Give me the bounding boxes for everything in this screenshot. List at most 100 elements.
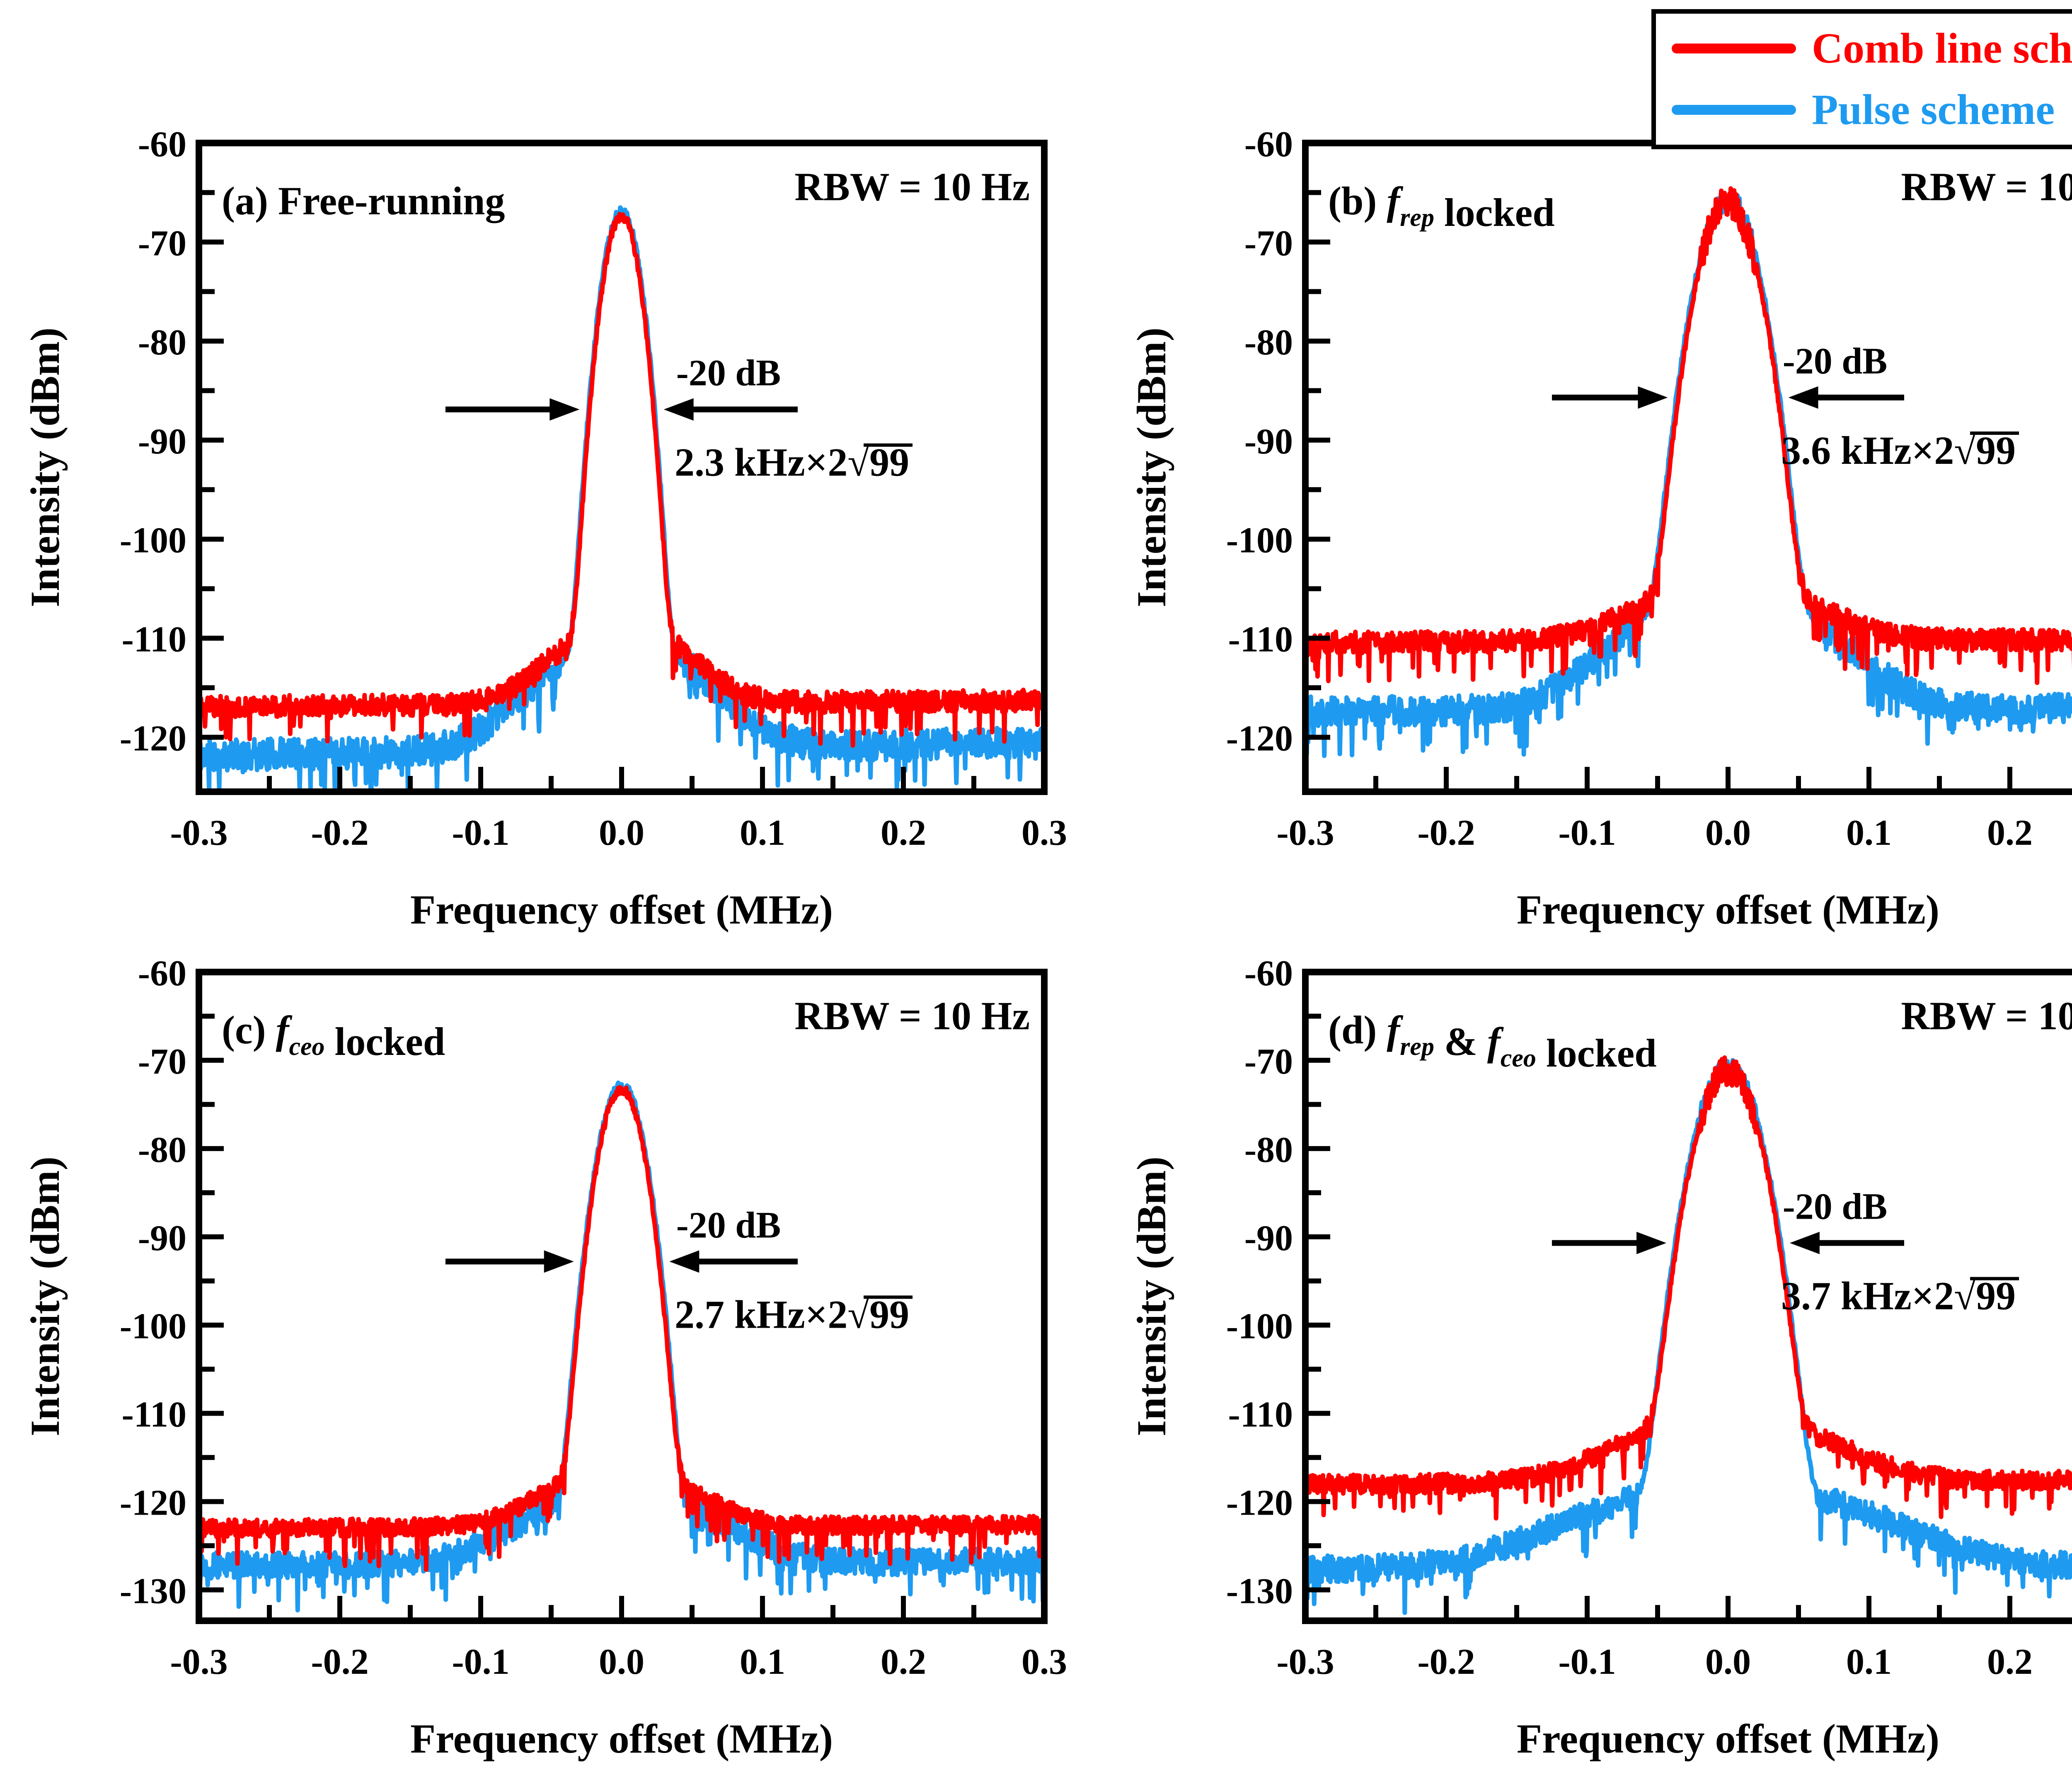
y-tick-label: -80 <box>1244 322 1293 363</box>
y-tick-label: -90 <box>1244 422 1293 462</box>
y-tick-label: -70 <box>138 1042 186 1082</box>
y-tick-label: -90 <box>138 1218 186 1258</box>
left-arrow-icon-head <box>549 398 580 421</box>
trace-comb-line-scheme <box>196 212 1047 748</box>
panel-c: -0.3 -0.2 -0.1 0.0 0.1 0.2 0.3 Frequency offset… <box>22 953 1067 1762</box>
right-arrow-icon-head <box>663 398 694 421</box>
plot-frame <box>1302 969 2072 1624</box>
right-arrow-icon-head <box>1788 386 1818 409</box>
x-tick-label: 0.1 <box>1846 813 1892 853</box>
x-axis-label: Frequency offset (MHz) <box>1517 1716 1939 1762</box>
left-arrow-icon-head <box>544 1250 574 1273</box>
drop-level-label: -20 dB <box>1783 1186 1888 1227</box>
panel-title: (b) frep locked <box>1328 179 1555 235</box>
width-value-label: 3.7 kHz×2√99 <box>1781 1274 2016 1318</box>
trace-comb-line-scheme <box>196 1085 1047 1572</box>
y-tick-label: -100 <box>120 1307 186 1347</box>
x-axis-label: Frequency offset (MHz) <box>410 887 833 933</box>
x-tick-label: 0.0 <box>599 813 644 853</box>
y-axis-label: Intensity (dBm) <box>1128 327 1174 607</box>
x-tick-label: -0.1 <box>452 813 509 853</box>
width-annotation: -20 dB 3.7 kHz×2√99 <box>1552 1186 2019 1318</box>
y-axis-label: Intensity (dBm) <box>22 327 68 607</box>
width-value-label: 2.7 kHz×2√99 <box>675 1292 909 1336</box>
panel-a: -0.3 -0.2 -0.1 0.0 0.1 0.2 0.3 Frequency offset… <box>22 124 1067 933</box>
y-tick-label: -60 <box>138 124 186 165</box>
left-arrow-icon-head <box>1636 1232 1667 1254</box>
y-tick-label: -120 <box>120 719 186 759</box>
y-axis-label: Intensity (dBm) <box>1128 1156 1174 1436</box>
x-tick-label: 0.1 <box>1846 1642 1892 1682</box>
y-tick-label: -110 <box>122 620 186 660</box>
plot-frame <box>196 969 1048 1624</box>
y-axis: -60 -70 -80 -90 -100 -110 -120 -130 Intensity (d… <box>1128 953 1330 1611</box>
y-tick-label: -90 <box>138 422 186 462</box>
right-arrow-icon-head <box>1789 1232 1820 1254</box>
x-tick-label: 0.0 <box>1705 813 1751 853</box>
x-tick-label: -0.2 <box>311 1642 368 1682</box>
x-tick-label: 0.1 <box>740 813 785 853</box>
y-axis: -60 -70 -80 -90 -100 -110 -120 Intensity (dBm) <box>1128 124 1330 759</box>
y-tick-label: -120 <box>1226 1483 1293 1523</box>
y-tick-label: -70 <box>1244 1042 1293 1082</box>
y-axis-label: Intensity (dBm) <box>22 1156 68 1436</box>
x-tick-label: -0.2 <box>311 813 368 853</box>
x-tick-label: -0.3 <box>1276 1642 1334 1682</box>
y-tick-label: -80 <box>138 1130 186 1170</box>
legend-line-sample-red <box>1672 44 1796 53</box>
y-tick-label: -80 <box>138 322 186 363</box>
x-tick-label: -0.1 <box>1558 813 1616 853</box>
x-tick-label: 0.3 <box>1021 1642 1067 1682</box>
legend-item-comb-line-scheme: Comb line scheme <box>1672 27 2072 70</box>
drop-level-label: -20 dB <box>676 1205 781 1246</box>
x-tick-label: 0.0 <box>1705 1642 1751 1682</box>
x-tick-label: 0.1 <box>740 1642 785 1682</box>
legend: Comb line scheme Pulse scheme <box>1651 9 2072 149</box>
x-tick-label: -0.2 <box>1417 1642 1475 1682</box>
y-tick-label: -80 <box>1244 1130 1293 1170</box>
legend-line-sample-blue <box>1672 105 1796 115</box>
x-tick-label: 0.2 <box>881 1642 926 1682</box>
y-tick-label: -70 <box>138 223 186 264</box>
y-tick-label: -70 <box>1244 223 1293 264</box>
y-tick-label: -130 <box>120 1571 186 1611</box>
rbw-label: RBW = 10 Hz <box>1901 165 2072 209</box>
trace-pulse-scheme <box>196 205 1047 791</box>
x-tick-label: -0.3 <box>170 813 228 853</box>
x-tick-label: 0.0 <box>599 1642 644 1682</box>
y-tick-label: -120 <box>1226 719 1293 759</box>
y-tick-label: -130 <box>1226 1571 1293 1611</box>
right-arrow-icon-head <box>669 1250 700 1273</box>
y-axis: -60 -70 -80 -90 -100 -110 -120 -130 Intensity (d… <box>22 953 224 1611</box>
y-tick-label: -110 <box>122 1395 186 1435</box>
drop-level-label: -20 dB <box>676 353 781 394</box>
panel-title: (a) Free-running <box>222 179 505 223</box>
y-axis: -60 -70 -80 -90 -100 -110 -120 Intensity (dBm) <box>22 124 224 759</box>
legend-item-label: Comb line scheme <box>1812 24 2072 72</box>
x-axis-label: Frequency offset (MHz) <box>410 1716 833 1762</box>
rbw-label: RBW = 10 Hz <box>794 165 1030 209</box>
y-tick-label: -100 <box>1226 521 1293 561</box>
x-tick-label: 0.2 <box>881 813 926 853</box>
x-axis-label: Frequency offset (MHz) <box>1517 887 1939 933</box>
y-tick-label: -100 <box>1226 1307 1293 1347</box>
x-tick-label: -0.1 <box>452 1642 509 1682</box>
y-tick-label: -60 <box>138 953 186 994</box>
width-annotation: -20 dB 2.3 kHz×2√99 <box>445 353 913 485</box>
legend-item-pulse-scheme: Pulse scheme <box>1672 88 2072 131</box>
x-tick-label: -0.1 <box>1558 1642 1616 1682</box>
y-tick-label: -60 <box>1244 124 1293 165</box>
rbw-label: RBW = 10 Hz <box>1901 994 2072 1038</box>
trace-pulse-scheme <box>196 1080 1047 1612</box>
trace-pulse-scheme <box>1303 1058 2072 1615</box>
y-tick-label: -90 <box>1244 1218 1293 1258</box>
trace-comb-line-scheme <box>1303 186 2072 685</box>
y-tick-label: -100 <box>120 521 186 561</box>
x-tick-label: -0.3 <box>1276 813 1334 853</box>
